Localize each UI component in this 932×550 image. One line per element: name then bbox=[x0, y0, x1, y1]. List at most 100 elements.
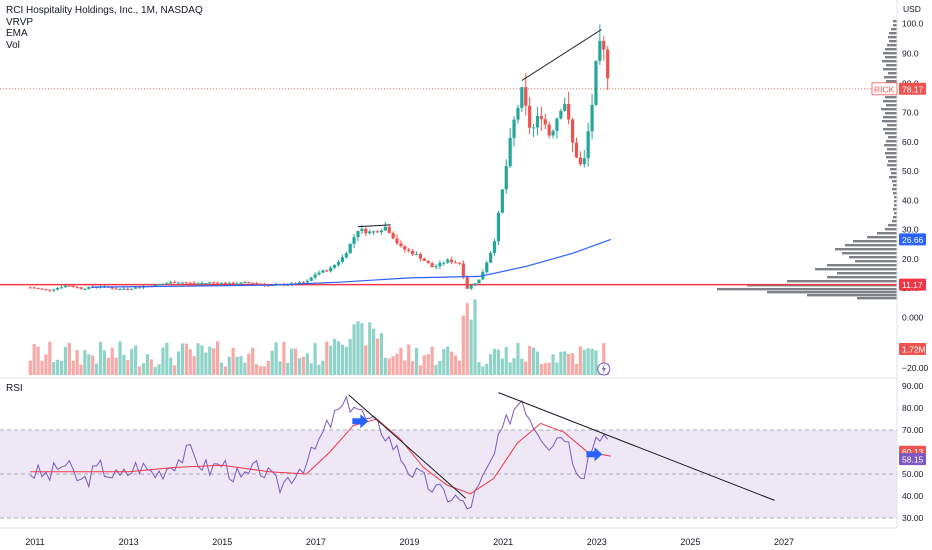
candle[interactable] bbox=[122, 288, 126, 290]
candle[interactable] bbox=[223, 282, 227, 284]
rsi-line[interactable] bbox=[29, 395, 609, 510]
candle[interactable] bbox=[555, 118, 559, 131]
ema-line[interactable] bbox=[91, 238, 612, 288]
candle[interactable] bbox=[434, 266, 438, 268]
candle[interactable] bbox=[570, 119, 575, 143]
candle[interactable] bbox=[176, 282, 181, 284]
candle[interactable] bbox=[126, 288, 130, 290]
candle[interactable] bbox=[161, 283, 165, 285]
candle[interactable] bbox=[473, 283, 477, 286]
candle[interactable] bbox=[251, 282, 255, 284]
legend-indicator-ema[interactable]: EMA bbox=[6, 28, 28, 39]
candle[interactable] bbox=[489, 252, 493, 263]
candle[interactable] bbox=[40, 288, 44, 290]
candle[interactable] bbox=[59, 287, 64, 289]
candle[interactable] bbox=[239, 282, 243, 284]
candle[interactable] bbox=[219, 282, 224, 284]
candle[interactable] bbox=[602, 40, 606, 50]
candle[interactable] bbox=[75, 286, 79, 288]
candle[interactable] bbox=[461, 263, 465, 278]
candle[interactable] bbox=[446, 259, 450, 263]
candle[interactable] bbox=[590, 104, 594, 132]
candle[interactable] bbox=[270, 285, 274, 287]
candle[interactable] bbox=[36, 288, 40, 290]
candle[interactable] bbox=[52, 289, 56, 291]
candle[interactable] bbox=[333, 264, 337, 268]
candle[interactable] bbox=[485, 262, 489, 273]
candle[interactable] bbox=[215, 282, 220, 284]
candle[interactable] bbox=[180, 282, 185, 284]
candle[interactable] bbox=[563, 103, 567, 111]
candle[interactable] bbox=[204, 283, 208, 285]
candle[interactable] bbox=[153, 284, 157, 287]
candle[interactable] bbox=[492, 241, 497, 253]
candle[interactable] bbox=[567, 103, 571, 120]
candle[interactable] bbox=[531, 127, 536, 129]
candle[interactable] bbox=[559, 110, 563, 119]
candle[interactable] bbox=[321, 270, 325, 273]
candle[interactable] bbox=[586, 131, 590, 159]
candle[interactable] bbox=[169, 282, 173, 284]
candle[interactable] bbox=[375, 231, 380, 233]
rsi-downtrend-line-2[interactable] bbox=[498, 392, 775, 501]
candle[interactable] bbox=[254, 283, 259, 285]
candle[interactable] bbox=[184, 282, 188, 284]
candle[interactable] bbox=[360, 228, 364, 231]
candle[interactable] bbox=[496, 212, 501, 242]
candle[interactable] bbox=[368, 231, 372, 234]
candle[interactable] bbox=[48, 289, 52, 291]
candle[interactable] bbox=[551, 130, 555, 136]
candle[interactable] bbox=[301, 282, 305, 284]
candle[interactable] bbox=[442, 262, 446, 264]
candle[interactable] bbox=[192, 282, 196, 284]
candle[interactable] bbox=[457, 262, 462, 264]
resistance-trendline-2021[interactable] bbox=[521, 29, 602, 81]
candle[interactable] bbox=[114, 288, 118, 290]
candle[interactable] bbox=[247, 282, 251, 284]
candle[interactable] bbox=[32, 287, 36, 289]
candle[interactable] bbox=[313, 274, 317, 278]
candle[interactable] bbox=[594, 60, 598, 105]
candle[interactable] bbox=[67, 285, 71, 287]
candle[interactable] bbox=[266, 285, 270, 287]
candle[interactable] bbox=[465, 277, 469, 289]
candle[interactable] bbox=[606, 49, 610, 79]
candle[interactable] bbox=[399, 243, 403, 247]
candle[interactable] bbox=[391, 232, 395, 239]
candle[interactable] bbox=[524, 87, 528, 106]
rsi-downtrend-line-1[interactable] bbox=[348, 394, 467, 499]
candle[interactable] bbox=[453, 262, 458, 264]
candle[interactable] bbox=[407, 249, 411, 251]
candle[interactable] bbox=[438, 262, 442, 267]
candle[interactable] bbox=[500, 189, 504, 213]
candle[interactable] bbox=[336, 261, 341, 265]
candle[interactable] bbox=[235, 283, 239, 285]
candle[interactable] bbox=[598, 40, 602, 61]
candle[interactable] bbox=[157, 284, 161, 286]
candle[interactable] bbox=[535, 116, 540, 128]
candle[interactable] bbox=[208, 282, 212, 284]
candle[interactable] bbox=[422, 258, 426, 261]
candle[interactable] bbox=[56, 288, 60, 290]
candle[interactable] bbox=[512, 119, 516, 138]
candle[interactable] bbox=[110, 287, 114, 289]
candle[interactable] bbox=[430, 263, 434, 268]
rsi-pane[interactable] bbox=[0, 392, 897, 519]
candle[interactable] bbox=[130, 288, 134, 290]
rsi-ma-line[interactable] bbox=[30, 418, 611, 495]
candle[interactable] bbox=[340, 257, 345, 262]
candle[interactable] bbox=[504, 166, 508, 190]
candle[interactable] bbox=[165, 283, 169, 285]
candle[interactable] bbox=[411, 250, 415, 255]
candle[interactable] bbox=[79, 287, 83, 289]
candle[interactable] bbox=[539, 116, 543, 120]
candle[interactable] bbox=[528, 105, 532, 128]
candle[interactable] bbox=[344, 253, 348, 258]
candle[interactable] bbox=[258, 283, 263, 285]
candle[interactable] bbox=[387, 226, 391, 233]
candle[interactable] bbox=[403, 246, 407, 250]
candle[interactable] bbox=[243, 282, 247, 284]
candle[interactable] bbox=[118, 288, 122, 290]
candle[interactable] bbox=[574, 142, 579, 158]
